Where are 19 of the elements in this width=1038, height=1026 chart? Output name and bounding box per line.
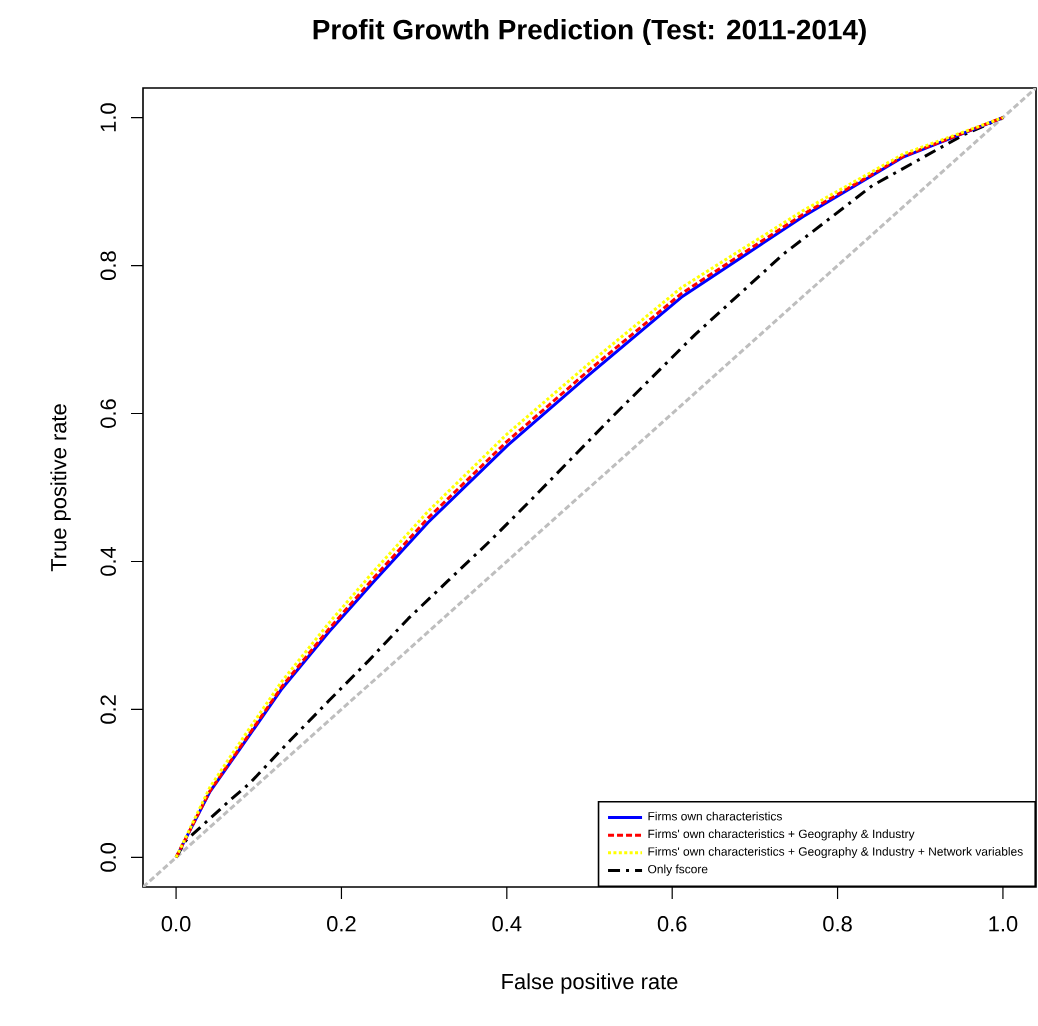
legend-label: Firms' own characteristics + Geography & Industry — [648, 829, 915, 841]
x-tick-label: 0.2 — [327, 916, 356, 932]
legend-label: Firms' own characteristics + Geography & Industry + Network variables — [648, 846, 1023, 859]
x-tick-label: 1.0 — [989, 916, 1018, 932]
x-axis-title: False positive rate — [502, 973, 678, 994]
y-tick-label: 0.8 — [100, 251, 116, 280]
y-axis-title: True positive rate — [50, 404, 71, 572]
x-tick-label: 0.6 — [657, 916, 687, 932]
x-tick-label: 0.8 — [823, 916, 852, 932]
y-tick-label: 0.6 — [100, 399, 116, 428]
y-tick-label: 1.0 — [100, 103, 116, 132]
y-tick-label: 0.4 — [100, 546, 116, 576]
legend-label: Firms own characteristics — [648, 811, 782, 821]
legend-label: Only fscore — [648, 864, 708, 876]
chart-title: Profit Growth Prediction (Test: 2011-2014) — [313, 18, 866, 45]
x-tick-label: 0.0 — [161, 916, 191, 932]
y-tick-label: 0.0 — [100, 843, 116, 872]
x-tick-label: 0.4 — [492, 916, 522, 932]
y-tick-label: 0.2 — [100, 695, 116, 724]
